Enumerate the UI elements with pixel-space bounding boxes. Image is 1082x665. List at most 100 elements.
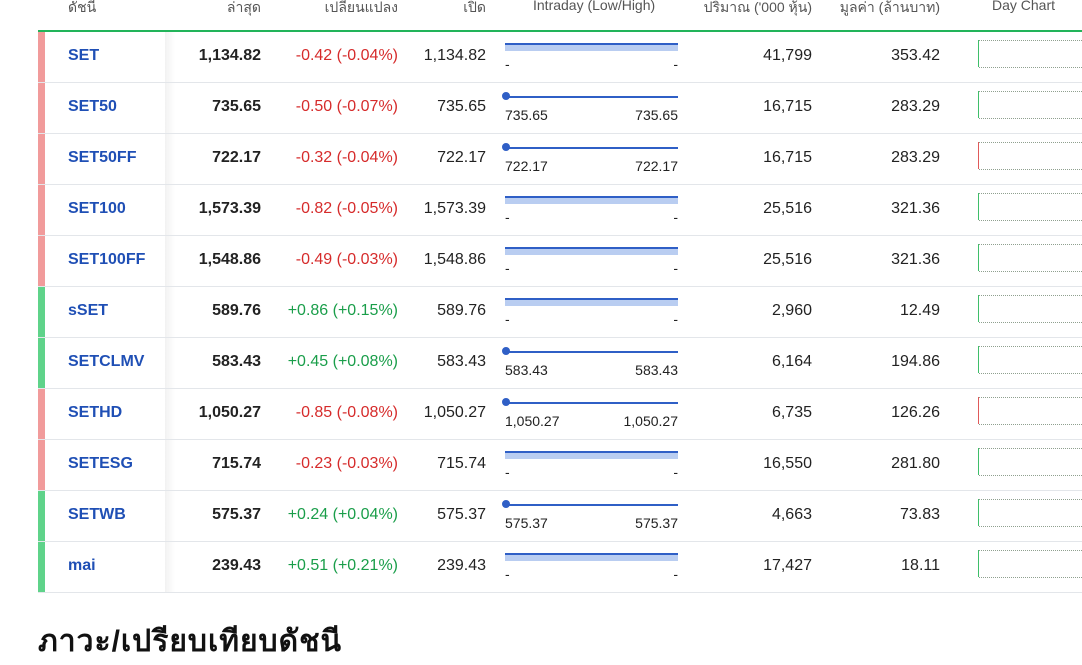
change-value: -0.23 (-0.03%) (295, 455, 398, 472)
intraday-high: 735.65 (635, 107, 678, 123)
chart-baseline (979, 550, 1082, 551)
chart-baseline (979, 424, 1082, 425)
open-price: 239.43 (437, 557, 486, 574)
intraday-range: 575.37 575.37 (502, 491, 678, 541)
intraday-low: - (505, 260, 510, 276)
intraday-low: - (505, 56, 510, 72)
table-row[interactable]: SET 1,134.82 -0.42 (-0.04%) 1,134.82- -41,79… (38, 32, 1082, 83)
day-chart[interactable] (977, 542, 1082, 592)
day-chart[interactable] (977, 491, 1082, 541)
intraday-range-line (505, 147, 678, 149)
open-price: 1,050.27 (423, 404, 486, 421)
table-row[interactable]: SETCLMV 583.43 +0.45 (+0.08%) 583.43 583.43 5… (38, 338, 1082, 389)
chart-line (978, 397, 979, 424)
volume-value: 16,715 (763, 149, 812, 166)
table-row[interactable]: SETHD 1,050.27 -0.85 (-0.08%) 1,050.27 1,050… (38, 389, 1082, 440)
day-chart[interactable] (977, 134, 1082, 184)
intraday-marker (502, 347, 510, 355)
index-symbol-link[interactable]: SET100 (68, 200, 126, 217)
index-symbol-link[interactable]: SET100FF (68, 251, 146, 268)
intraday-range-line (505, 351, 678, 353)
chart-line (978, 550, 979, 577)
index-symbol-link[interactable]: sSET (68, 302, 109, 319)
table-row[interactable]: SET50 735.65 -0.50 (-0.07%) 735.65 735.65 735… (38, 83, 1082, 134)
chart-baseline (979, 118, 1082, 119)
open-price: 715.74 (437, 455, 486, 472)
table-row[interactable]: sSET 589.76 +0.86 (+0.15%) 589.76- -2,960 12.… (38, 287, 1082, 338)
index-symbol-link[interactable]: SETHD (68, 404, 123, 421)
index-symbol-link[interactable]: SET50FF (68, 149, 137, 166)
open-price: 575.37 (437, 506, 486, 523)
intraday-low: 1,050.27 (505, 413, 560, 429)
table-row[interactable]: mai 239.43 +0.51 (+0.21%) 239.43- -17,427 18.… (38, 542, 1082, 593)
intraday-high: - (673, 260, 678, 276)
column-divider (165, 236, 175, 286)
day-chart[interactable] (977, 287, 1082, 337)
direction-indicator (38, 83, 45, 133)
direction-indicator (38, 134, 45, 184)
section-title: ภาวะ/เปรียบเทียบดัชนี (38, 625, 342, 658)
intraday-range-bar (505, 196, 678, 204)
header-open[interactable]: เปิด (463, 0, 486, 15)
intraday-range-bar (505, 247, 678, 255)
last-price: 735.65 (212, 98, 261, 115)
day-chart[interactable] (977, 236, 1082, 286)
intraday-range: 735.65 735.65 (502, 83, 678, 133)
header-intraday[interactable]: Intraday (Low/High) (533, 0, 656, 13)
index-symbol-link[interactable]: SETCLMV (68, 353, 145, 370)
chart-baseline (979, 397, 1082, 398)
intraday-range: -- (505, 287, 678, 337)
table-row[interactable]: SET50FF 722.17 -0.32 (-0.04%) 722.17 722.17 7… (38, 134, 1082, 185)
last-price: 583.43 (212, 353, 261, 370)
chart-baseline (979, 271, 1082, 272)
chart-baseline (979, 373, 1082, 374)
index-symbol-link[interactable]: SETESG (68, 455, 133, 472)
intraday-range: -- (505, 236, 678, 286)
day-chart[interactable] (977, 32, 1082, 82)
header-value[interactable]: มูลค่า (ล้านบาท) (839, 0, 940, 15)
last-price: 1,548.86 (198, 251, 261, 268)
header-volume[interactable]: ปริมาณ ('000 หุ้น) (703, 0, 812, 15)
column-divider (165, 542, 175, 592)
intraday-high: 583.43 (635, 362, 678, 378)
trade-value: 12.49 (899, 302, 940, 319)
chart-line (978, 193, 979, 220)
intraday-range: 722.17 722.17 (502, 134, 678, 184)
chart-baseline (979, 40, 1082, 41)
table-row[interactable]: SETESG 715.74 -0.23 (-0.03%) 715.74- -16,550… (38, 440, 1082, 491)
last-price: 1,134.82 (198, 47, 261, 64)
last-price: 589.76 (212, 302, 261, 319)
header-change[interactable]: เปลี่ยนแปลง (324, 0, 398, 15)
volume-value: 25,516 (763, 200, 812, 217)
column-divider (165, 287, 175, 337)
day-chart[interactable] (977, 440, 1082, 490)
day-chart[interactable] (977, 185, 1082, 235)
direction-indicator (38, 185, 45, 235)
index-symbol-link[interactable]: SETWB (68, 506, 126, 523)
index-symbol-link[interactable]: SET (68, 47, 100, 64)
column-divider (165, 338, 175, 388)
index-symbol-link[interactable]: SET50 (68, 98, 117, 115)
open-price: 1,134.82 (423, 47, 486, 64)
index-symbol-link[interactable]: mai (68, 557, 96, 574)
volume-value: 16,550 (763, 455, 812, 472)
day-chart[interactable] (977, 83, 1082, 133)
intraday-range-bar (505, 451, 678, 459)
chart-baseline (979, 193, 1082, 194)
direction-indicator (38, 491, 45, 541)
table-body: SET 1,134.82 -0.42 (-0.04%) 1,134.82- -41,79… (38, 32, 1082, 593)
table-row[interactable]: SET100 1,573.39 -0.82 (-0.05%) 1,573.39- -25… (38, 185, 1082, 236)
day-chart[interactable] (977, 338, 1082, 388)
chart-baseline (979, 322, 1082, 323)
header-last[interactable]: ล่าสุด (226, 0, 261, 15)
day-chart[interactable] (977, 389, 1082, 439)
trade-value: 321.36 (891, 200, 940, 217)
chart-line (978, 91, 979, 118)
trade-value: 321.36 (891, 251, 940, 268)
table-row[interactable]: SETWB 575.37 +0.24 (+0.04%) 575.37 575.37 575… (38, 491, 1082, 542)
column-divider (165, 32, 175, 82)
intraday-range: -- (505, 32, 678, 82)
header-symbol[interactable]: ดัชนี (68, 0, 97, 15)
table-row[interactable]: SET100FF 1,548.86 -0.49 (-0.03%) 1,548.86- -… (38, 236, 1082, 287)
column-divider (165, 83, 175, 133)
